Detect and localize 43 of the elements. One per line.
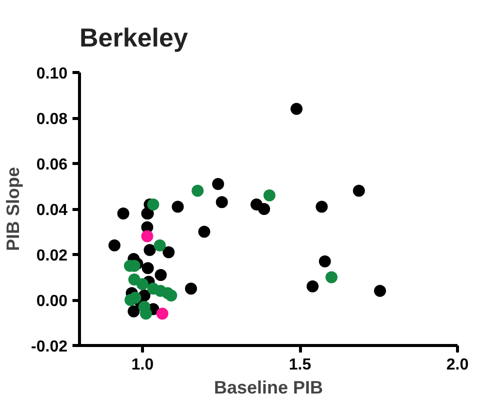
point — [141, 230, 154, 242]
point — [154, 268, 167, 281]
point — [185, 282, 198, 295]
point — [198, 226, 210, 238]
point — [374, 284, 386, 297]
point — [212, 178, 224, 190]
y-axis-title: PIB Slope — [3, 166, 24, 252]
y-tick-label: -0.02 — [31, 338, 68, 356]
point — [165, 289, 178, 302]
x-axis-title: Baseline PIB — [214, 378, 324, 398]
point — [108, 239, 120, 252]
point — [216, 196, 228, 208]
point — [147, 198, 160, 210]
point — [352, 184, 365, 197]
point — [144, 244, 156, 256]
y-tick-label: 0.04 — [36, 202, 68, 219]
point — [128, 305, 140, 318]
y-tick-label: 0.08 — [36, 111, 68, 128]
y-tick-label: 0.02 — [36, 248, 68, 264]
point — [162, 246, 175, 258]
point — [316, 200, 328, 213]
x-tick-label: 1.5 — [288, 356, 312, 374]
point — [117, 208, 130, 220]
y-tick-label: 0.10 — [36, 66, 68, 82]
point — [306, 280, 319, 292]
point — [156, 308, 168, 320]
point — [129, 292, 142, 304]
point — [136, 278, 148, 290]
point — [318, 255, 331, 268]
point — [140, 308, 152, 320]
point — [142, 262, 154, 274]
point — [258, 203, 270, 215]
x-tick-label: 2.0 — [446, 356, 469, 374]
point — [326, 271, 338, 284]
point — [154, 239, 166, 252]
point — [192, 184, 204, 197]
x-tick-label: 1.0 — [131, 356, 154, 374]
y-tick-label: 0.00 — [36, 293, 68, 310]
y-tick-label: 0.06 — [36, 156, 68, 174]
point — [172, 200, 184, 213]
chart-title: Berkeley — [80, 22, 188, 52]
point — [263, 189, 276, 202]
point — [290, 102, 303, 115]
